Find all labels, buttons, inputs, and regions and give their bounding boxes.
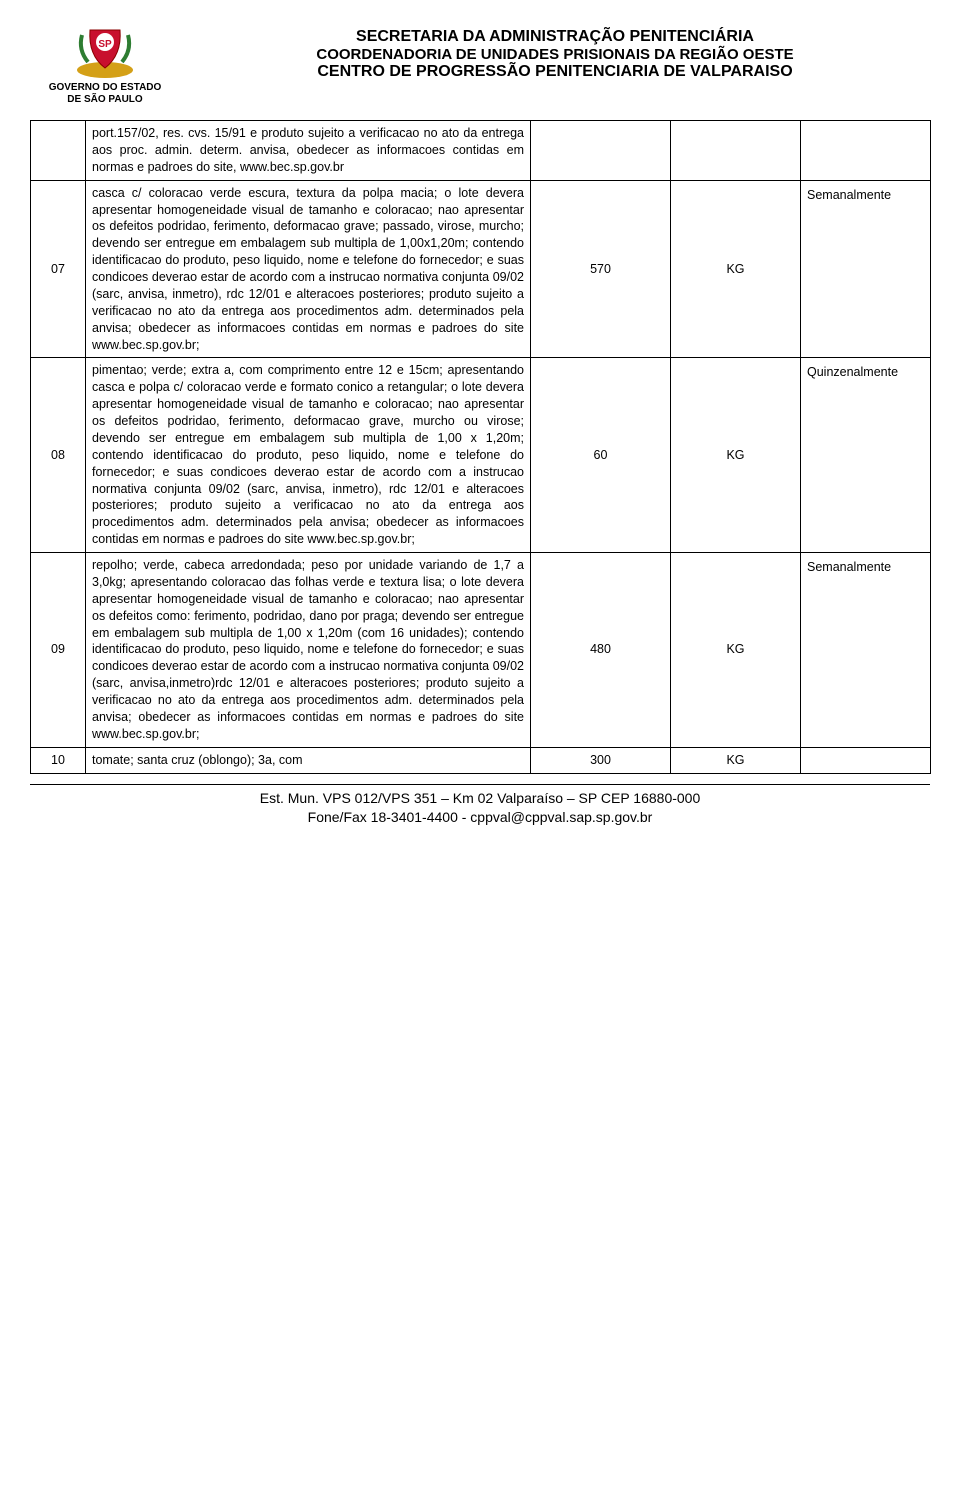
- cell-unit: KG: [671, 747, 801, 773]
- cell-qty: 570: [531, 180, 671, 358]
- cell-desc: tomate; santa cruz (oblongo); 3a, com: [86, 747, 531, 773]
- cell-desc: casca c/ coloracao verde escura, textura…: [86, 180, 531, 358]
- cell-desc: port.157/02, res. cvs. 15/91 e produto s…: [86, 121, 531, 181]
- table-row: port.157/02, res. cvs. 15/91 e produto s…: [31, 121, 931, 181]
- gov-label-line2: DE SÃO PAULO: [30, 94, 180, 106]
- table-row: 09 repolho; verde, cabeca arredondada; p…: [31, 553, 931, 748]
- cell-qty: 480: [531, 553, 671, 748]
- items-table: port.157/02, res. cvs. 15/91 e produto s…: [30, 120, 931, 774]
- cell-idx: [31, 121, 86, 181]
- svg-text:SP: SP: [98, 39, 112, 50]
- header-title-line1: SECRETARIA DA ADMINISTRAÇÃO PENITENCIÁRI…: [180, 28, 930, 46]
- cell-idx: 08: [31, 358, 86, 553]
- footer-address: Est. Mun. VPS 012/VPS 351 – Km 02 Valpar…: [30, 789, 930, 809]
- cell-qty: [531, 121, 671, 181]
- cell-idx: 07: [31, 180, 86, 358]
- cell-qty: 300: [531, 747, 671, 773]
- header-title-line3: CENTRO DE PROGRESSÃO PENITENCIARIA DE VA…: [180, 63, 930, 81]
- cell-idx: 09: [31, 553, 86, 748]
- cell-unit: KG: [671, 180, 801, 358]
- cell-qty: 60: [531, 358, 671, 553]
- cell-desc: pimentao; verde; extra a, com compriment…: [86, 358, 531, 553]
- header-title-line2: COORDENADORIA DE UNIDADES PRISIONAIS DA …: [180, 46, 930, 63]
- cell-idx: 10: [31, 747, 86, 773]
- table-row: 08 pimentao; verde; extra a, com comprim…: [31, 358, 931, 553]
- cell-freq: Quinzenalmente: [801, 358, 931, 553]
- cell-desc: repolho; verde, cabeca arredondada; peso…: [86, 553, 531, 748]
- cell-freq: Semanalmente: [801, 180, 931, 358]
- state-logo-block: SP GOVERNO DO ESTADO DE SÃO PAULO: [30, 20, 180, 106]
- header-titles: SECRETARIA DA ADMINISTRAÇÃO PENITENCIÁRI…: [180, 20, 930, 81]
- page-footer: Est. Mun. VPS 012/VPS 351 – Km 02 Valpar…: [30, 784, 930, 828]
- page-header: SP GOVERNO DO ESTADO DE SÃO PAULO SECRET…: [30, 20, 930, 106]
- cell-freq: Semanalmente: [801, 553, 931, 748]
- cell-unit: KG: [671, 553, 801, 748]
- sao-paulo-coat-of-arms-icon: SP: [70, 20, 140, 80]
- table-row: 10 tomate; santa cruz (oblongo); 3a, com…: [31, 747, 931, 773]
- cell-freq: [801, 747, 931, 773]
- cell-freq: [801, 121, 931, 181]
- gov-label-line1: GOVERNO DO ESTADO: [30, 82, 180, 94]
- cell-unit: KG: [671, 358, 801, 553]
- table-row: 07 casca c/ coloracao verde escura, text…: [31, 180, 931, 358]
- footer-contact: Fone/Fax 18-3401-4400 - cppval@cppval.sa…: [30, 808, 930, 828]
- cell-unit: [671, 121, 801, 181]
